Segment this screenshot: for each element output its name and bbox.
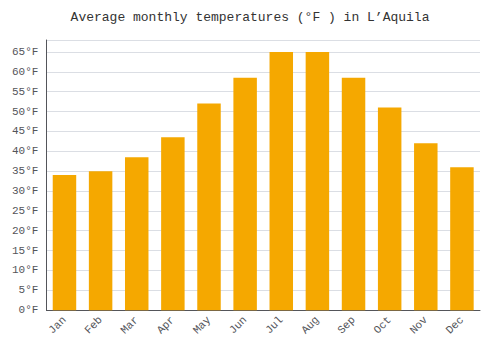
svg-text:50°F: 50°F xyxy=(12,106,38,118)
svg-text:30°F: 30°F xyxy=(12,185,38,197)
svg-text:15°F: 15°F xyxy=(12,245,38,257)
svg-text:60°F: 60°F xyxy=(12,66,38,78)
svg-text:5°F: 5°F xyxy=(19,284,39,296)
svg-text:Oct: Oct xyxy=(371,314,393,336)
svg-text:Jun: Jun xyxy=(227,314,249,336)
svg-text:Jan: Jan xyxy=(46,314,68,336)
svg-text:35°F: 35°F xyxy=(12,165,38,177)
svg-text:Sep: Sep xyxy=(335,314,357,336)
svg-text:55°F: 55°F xyxy=(12,86,38,98)
svg-text:Jul: Jul xyxy=(263,314,285,336)
svg-text:65°F: 65°F xyxy=(12,46,38,58)
svg-text:May: May xyxy=(191,314,214,337)
svg-text:20°F: 20°F xyxy=(12,225,38,237)
svg-text:25°F: 25°F xyxy=(12,205,38,217)
svg-text:Feb: Feb xyxy=(82,314,104,336)
svg-text:10°F: 10°F xyxy=(12,264,38,276)
svg-text:Nov: Nov xyxy=(408,314,431,337)
svg-text:Aug: Aug xyxy=(299,314,321,336)
svg-text:0°F: 0°F xyxy=(19,304,39,316)
svg-text:Dec: Dec xyxy=(444,314,466,336)
svg-text:Apr: Apr xyxy=(155,314,177,336)
svg-text:40°F: 40°F xyxy=(12,145,38,157)
svg-text:Mar: Mar xyxy=(119,314,141,336)
svg-text:45°F: 45°F xyxy=(12,125,38,137)
svg-text:Average monthly temperatures (: Average monthly temperatures (°F ) in L’… xyxy=(71,10,430,25)
